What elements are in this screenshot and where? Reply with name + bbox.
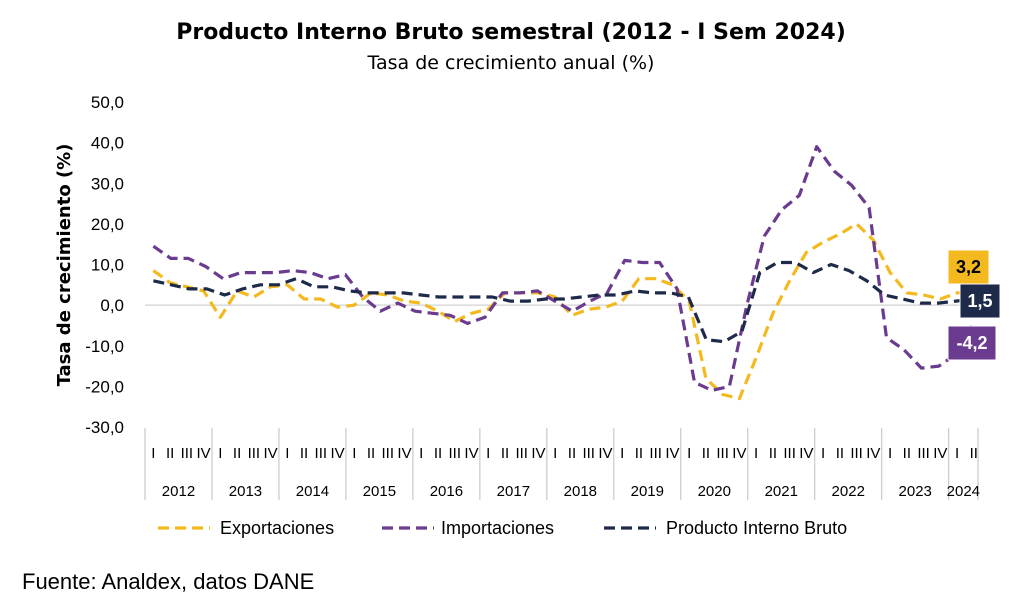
year-tick-label: 2024	[947, 483, 980, 500]
y-axis-label: Tasa de crecimiento (%)	[54, 144, 75, 387]
quarter-tick-label: II	[702, 445, 710, 462]
y-tick-label: 10,0	[91, 256, 124, 275]
quarter-tick-label: I	[620, 445, 624, 462]
quarter-tick-label: I	[352, 445, 356, 462]
y-tick-label: -30,0	[85, 418, 124, 437]
quarter-tick-label: II	[836, 445, 844, 462]
quarter-tick-label: IV	[397, 445, 411, 462]
quarter-tick-label: III	[649, 445, 662, 462]
y-tick-label: 40,0	[91, 134, 124, 153]
quarter-tick-label: II	[367, 445, 375, 462]
year-tick-label: 2023	[899, 483, 932, 500]
quarter-tick-label: III	[382, 445, 395, 462]
legend-label-1: Importaciones	[441, 518, 554, 538]
quarter-tick-label: IV	[598, 445, 612, 462]
quarter-tick-label: II	[300, 445, 308, 462]
quarter-tick-label: IV	[732, 445, 746, 462]
year-tick-label: 2020	[698, 483, 731, 500]
end-labels: 3,2 -4,2 1,5	[947, 249, 1001, 361]
quarter-tick-label: I	[151, 445, 155, 462]
year-tick-label: 2019	[631, 483, 664, 500]
end-label-box-1	[947, 325, 997, 361]
quarter-tick-label: IV	[799, 445, 813, 462]
series-line-2	[153, 260, 974, 344]
year-tick-label: 2017	[497, 483, 530, 500]
y-tick-label: 20,0	[91, 215, 124, 234]
quarter-tick-label: II	[233, 445, 241, 462]
quarter-tick-label: II	[166, 445, 174, 462]
y-tick-label: 0,0	[100, 296, 124, 315]
quarter-tick-label: III	[917, 445, 930, 462]
quarter-tick-label: I	[754, 445, 758, 462]
quarter-tick-label: IV	[866, 445, 880, 462]
quarter-tick-label: III	[582, 445, 595, 462]
end-label-box-0	[947, 249, 990, 285]
quarter-tick-label: IV	[665, 445, 679, 462]
quarter-tick-label: II	[434, 445, 442, 462]
quarter-tick-label: III	[248, 445, 261, 462]
quarter-tick-label: II	[501, 445, 509, 462]
legend: Exportaciones Importaciones Producto Inter…	[158, 518, 847, 538]
legend-label-0: Exportaciones	[220, 518, 334, 538]
quarter-tick-label: III	[181, 445, 194, 462]
series-line-1	[152, 145, 976, 392]
chart-subtitle: Tasa de crecimiento anual (%)	[367, 52, 655, 74]
quarter-tick-label: III	[449, 445, 462, 462]
y-tick-label: -10,0	[85, 337, 124, 356]
end-label-2: 1,5	[967, 291, 992, 311]
quarter-tick-label: I	[687, 445, 691, 462]
chart-title: Producto Interno Bruto semestral (2012 -…	[176, 20, 846, 45]
quarter-tick-label: I	[821, 445, 825, 462]
y-tick-label: -20,0	[85, 377, 124, 396]
end-label-1: -4,2	[956, 333, 987, 353]
series-line-0	[152, 222, 974, 401]
legend-label-2: Producto Interno Bruto	[666, 518, 847, 538]
quarter-tick-label: I	[888, 445, 892, 462]
quarter-tick-label: I	[553, 445, 557, 462]
quarter-tick-label: III	[783, 445, 796, 462]
quarter-tick-label: I	[955, 445, 959, 462]
quarter-tick-label: IV	[531, 445, 545, 462]
quarter-tick-label: IV	[464, 445, 478, 462]
quarter-tick-label: III	[850, 445, 863, 462]
quarter-tick-label: I	[486, 445, 490, 462]
quarter-tick-label: II	[970, 445, 978, 462]
year-tick-label: 2012	[162, 483, 195, 500]
quarter-tick-label: II	[568, 445, 576, 462]
quarter-tick-label: IV	[263, 445, 277, 462]
end-label-0: 3,2	[956, 257, 981, 277]
quarter-tick-label: IV	[197, 445, 211, 462]
y-axis-ticks: 50,0 40,0 30,0 20,0 10,0 0,0 -10,0 -20,0 -30,0	[85, 93, 124, 437]
quarter-tick-label: II	[769, 445, 777, 462]
quarter-tick-label: IV	[933, 445, 947, 462]
y-tick-label: 50,0	[91, 93, 124, 112]
year-tick-label: 2016	[430, 483, 463, 500]
year-tick-label: 2015	[363, 483, 396, 500]
year-tick-label: 2021	[765, 483, 798, 500]
quarter-tick-label: III	[515, 445, 528, 462]
year-tick-label: 2018	[564, 483, 597, 500]
quarter-tick-label: III	[716, 445, 729, 462]
year-tick-label: 2022	[832, 483, 865, 500]
quarter-tick-label: IV	[330, 445, 344, 462]
quarter-tick-label: I	[218, 445, 222, 462]
quarter-tick-label: III	[315, 445, 328, 462]
end-label-box-2	[959, 283, 1001, 319]
quarter-tick-label: I	[285, 445, 289, 462]
year-tick-label: 2014	[296, 483, 329, 500]
y-tick-label: 30,0	[91, 174, 124, 193]
source-note: Fuente: Analdex, datos DANE	[22, 569, 314, 594]
year-tick-label: 2013	[229, 483, 262, 500]
series-lines	[152, 145, 976, 401]
quarter-tick-label: II	[903, 445, 911, 462]
quarter-tick-label: II	[635, 445, 643, 462]
quarter-tick-label: I	[419, 445, 423, 462]
